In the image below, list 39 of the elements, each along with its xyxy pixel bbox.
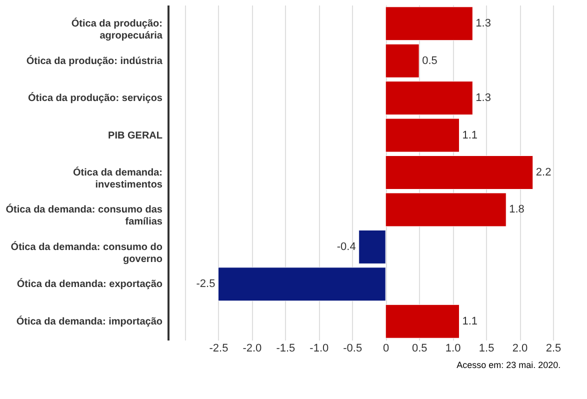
x-tick-label: -0.5	[343, 342, 362, 354]
y-tick-label: Ótica da demanda: consumo do governo	[10, 240, 162, 265]
data-label: -0.4	[336, 240, 356, 253]
y-tick-label: PIB GERAL	[108, 130, 162, 142]
data-label: 1.1	[462, 315, 478, 328]
bar	[385, 6, 473, 41]
x-tick-label: -1.5	[276, 342, 296, 354]
text: Acesso em: 23 mai. 2020.	[456, 360, 561, 370]
x-tick-label: 1.5	[478, 342, 494, 354]
bar	[218, 267, 386, 302]
x-tick-label: -2.0	[242, 342, 262, 354]
y-tick-label: Ótica da produção: agropecuária	[71, 18, 163, 42]
bar	[358, 230, 386, 264]
x-tick-label: 0	[383, 342, 390, 354]
x-tick-label: -1.0	[310, 342, 329, 354]
x-tick-label: -2.5	[209, 342, 228, 354]
y-tick-label: Ótica da demanda: importação	[16, 315, 162, 328]
y-tick-label: Ótica da produção: indústria	[26, 54, 163, 67]
bar	[385, 156, 534, 190]
x-tick-label: 2.5	[546, 342, 562, 354]
x-tick-label: 1.0	[445, 342, 461, 354]
data-label: 1.3	[476, 92, 491, 104]
bar	[385, 81, 473, 116]
data-label: 2.2	[536, 166, 552, 178]
x-tick-label: 2.0	[512, 342, 528, 354]
x-tick-label: 0.5	[412, 342, 428, 354]
bar	[385, 192, 506, 227]
bar	[385, 118, 460, 152]
data-label: -2.5	[196, 278, 216, 290]
data-label: 1.1	[462, 129, 478, 142]
data-label: 1.3	[476, 18, 491, 30]
y-tick-label: Ótica da demanda: exportação	[16, 278, 162, 290]
data-label: 1.8	[509, 204, 524, 216]
bar	[385, 304, 460, 338]
y-tick-label: Ótica da demanda: investimentos	[73, 166, 163, 190]
y-tick-label: Ótica da produção: serviços	[28, 92, 163, 104]
bar	[385, 44, 420, 78]
y-tick-label: Ótica da demanda: consumo das famílias	[6, 204, 163, 228]
data-label: 0.5	[422, 54, 438, 67]
